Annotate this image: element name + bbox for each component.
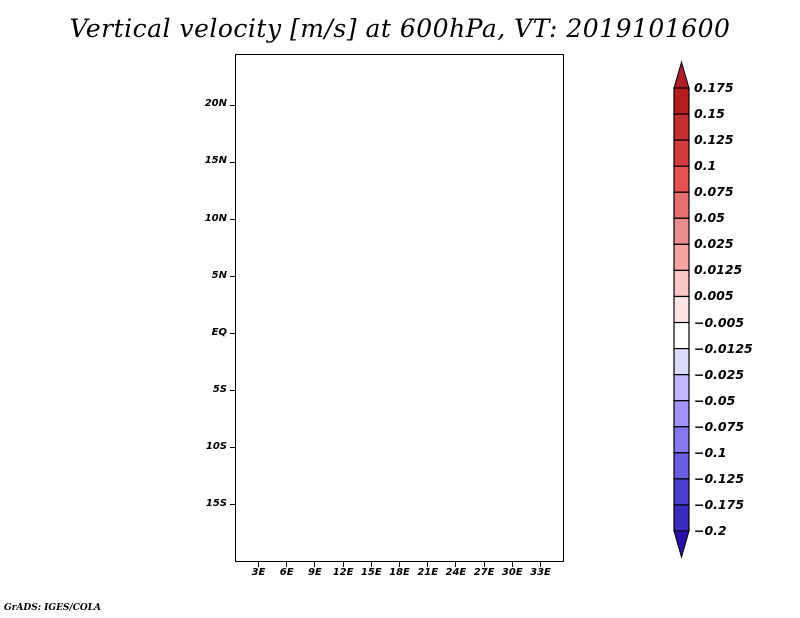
grads-credit: GrADS: IGES/COLA [4, 603, 102, 613]
x-tick-label: 21E [417, 567, 439, 578]
colorbar-label: 0.025 [694, 236, 734, 252]
colorbar-label: 0.005 [694, 288, 734, 304]
colorbar-label: 0.125 [694, 132, 734, 148]
colorbar-box [673, 348, 690, 376]
colorbar-extend-min [673, 530, 690, 559]
x-tick-label: 24E [445, 567, 467, 578]
y-tick-label: 5S [212, 383, 227, 395]
x-tick-mark [258, 562, 259, 567]
colorbar-box [673, 165, 690, 193]
y-tick-label: 20N [204, 98, 227, 110]
colorbar-label: 0.05 [694, 210, 725, 226]
x-tick-label: 9E [307, 567, 322, 578]
map-plot-area [235, 54, 564, 562]
colorbar-label: −0.175 [694, 496, 745, 512]
colorbar-box [673, 295, 690, 324]
x-tick-mark [314, 562, 316, 567]
y-tick-mark [230, 333, 235, 335]
y-tick-mark [230, 104, 235, 106]
x-tick-mark [540, 562, 541, 567]
colorbar-boxes [673, 60, 690, 559]
x-tick-label: 18E [389, 567, 410, 578]
y-tick-label: 5N [211, 269, 227, 281]
country-borders [236, 55, 564, 562]
colorbar-box [673, 426, 690, 454]
x-tick-mark [427, 562, 429, 567]
colorbar-label: −0.0125 [694, 340, 753, 356]
y-tick-mark [230, 276, 235, 278]
colorbar-label: 0.1 [694, 158, 717, 174]
colorbar-label: 0.0125 [694, 262, 743, 278]
y-tick-mark [230, 161, 235, 163]
x-tick-mark [455, 562, 457, 567]
colorbar-box [673, 269, 690, 298]
colorbar-label: −0.1 [694, 444, 727, 460]
x-tick-mark [511, 562, 513, 567]
colorbar-label: −0.025 [694, 366, 745, 382]
colorbar-box [673, 321, 690, 350]
x-tick-mark [399, 562, 400, 567]
y-tick-label: 10N [204, 212, 227, 224]
y-tick-mark [230, 447, 235, 449]
y-tick-label: 15N [204, 155, 227, 167]
colorbar-label: −0.075 [694, 418, 745, 434]
x-tick-label: 12E [332, 567, 354, 578]
colorbar-label: 0.15 [694, 106, 725, 122]
x-tick-label: 6E [279, 567, 294, 578]
colorbar-box [673, 217, 690, 245]
x-tick-mark [483, 562, 485, 567]
colorbar-box [673, 139, 690, 167]
y-tick-label: EQ [211, 326, 227, 338]
x-tick-label: 30E [501, 567, 523, 578]
colorbar-box [673, 452, 690, 480]
colorbar-box [673, 87, 690, 115]
x-tick-mark [370, 562, 372, 567]
colorbar-legend: 0.175 0.15 0.125 0.1 0.075 0.05 0.025 0.0125 0.0… [665, 60, 753, 566]
colorbar-box [673, 113, 690, 141]
colorbar-label: 0.175 [694, 80, 734, 95]
colorbar-box [673, 243, 690, 272]
x-tick-mark [342, 562, 344, 567]
colorbar-box [673, 191, 690, 219]
x-tick-label: 3E [251, 567, 266, 578]
y-tick-mark [230, 219, 235, 221]
colorbar-label: −0.005 [694, 314, 745, 330]
colorbar-label: 0.075 [694, 184, 734, 200]
y-tick-label: 10S [205, 440, 227, 452]
colorbar-box [673, 478, 690, 506]
vertical-velocity-field [236, 55, 563, 561]
y-tick-label: 15S [205, 497, 227, 509]
y-tick-mark [230, 390, 235, 392]
colorbar-extend-max [673, 60, 690, 89]
colorbar-label: −0.125 [694, 470, 745, 486]
x-tick-label: 27E [473, 567, 495, 578]
x-tick-mark [286, 562, 288, 567]
colorbar-box [673, 374, 690, 402]
colorbar-label: −0.05 [694, 392, 736, 408]
y-tick-mark [230, 504, 235, 506]
colorbar-box [673, 504, 690, 532]
colorbar-label: −0.2 [694, 523, 727, 539]
chart-title: Vertical velocity [m/s] at 600hPa, VT: 2… [69, 14, 731, 43]
x-tick-label: 15E [360, 567, 382, 578]
x-tick-label: 33E [530, 567, 551, 578]
colorbar-box [673, 400, 690, 428]
